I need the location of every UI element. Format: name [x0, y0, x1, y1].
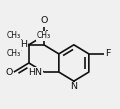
Text: CH₃: CH₃	[7, 49, 21, 58]
Text: CH₃: CH₃	[37, 31, 51, 40]
Text: H: H	[21, 40, 27, 49]
Text: F: F	[105, 49, 111, 58]
Text: O: O	[5, 68, 12, 77]
Text: CH₃: CH₃	[7, 31, 21, 40]
Text: N: N	[70, 82, 77, 91]
Text: HN: HN	[28, 68, 42, 77]
Text: O: O	[40, 16, 48, 25]
